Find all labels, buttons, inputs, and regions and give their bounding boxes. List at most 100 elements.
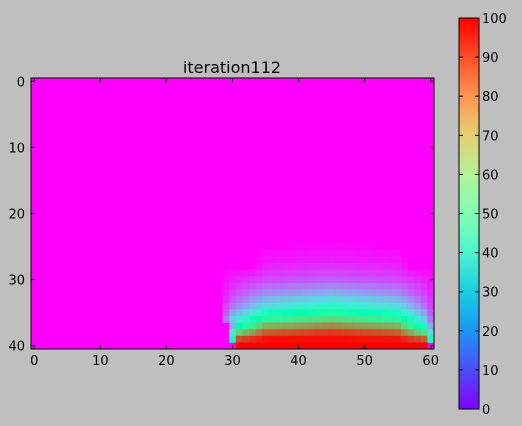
heatmap-cell bbox=[348, 342, 356, 350]
heatmap-cell bbox=[295, 243, 303, 251]
heatmap-cell bbox=[242, 269, 250, 277]
heatmap-cell bbox=[374, 289, 382, 297]
heatmap-cell bbox=[334, 269, 342, 277]
heatmap-cell bbox=[407, 302, 415, 310]
heatmap-cell bbox=[301, 269, 309, 277]
heatmap-cell bbox=[288, 269, 296, 277]
heatmap-cells bbox=[31, 78, 435, 350]
heatmap-cell bbox=[255, 315, 263, 323]
heatmap-cell bbox=[282, 302, 290, 310]
heatmap-cell bbox=[427, 329, 435, 337]
heatmap-cell bbox=[301, 289, 309, 297]
y-tick-label: 0 bbox=[17, 75, 25, 90]
heatmap-cell bbox=[381, 269, 389, 277]
heatmap-cell bbox=[361, 243, 369, 251]
heatmap-cell bbox=[282, 282, 290, 290]
heatmap-cell bbox=[255, 282, 263, 290]
heatmap-cell bbox=[328, 256, 336, 264]
heatmap-cell bbox=[315, 249, 323, 257]
heatmap-cell bbox=[407, 309, 415, 317]
heatmap-cell bbox=[288, 315, 296, 323]
heatmap-cell bbox=[235, 269, 243, 277]
heatmap-cell bbox=[249, 296, 257, 304]
heatmap-cell bbox=[282, 269, 290, 277]
heatmap-cell bbox=[414, 296, 422, 304]
heatmap-cell bbox=[381, 309, 389, 317]
heatmap-cell bbox=[315, 296, 323, 304]
heatmap-cell bbox=[288, 309, 296, 317]
x-tick-label: 0 bbox=[30, 354, 38, 369]
heatmap-cell bbox=[249, 342, 257, 350]
heatmap-cell bbox=[268, 296, 276, 304]
heatmap-cell bbox=[361, 302, 369, 310]
heatmap-cell bbox=[249, 335, 257, 343]
heatmap-cell bbox=[394, 249, 402, 257]
heatmap-cell bbox=[222, 282, 230, 290]
x-tick-label: 50 bbox=[356, 354, 373, 369]
heatmap-cell bbox=[361, 256, 369, 264]
heatmap-cell bbox=[427, 302, 435, 310]
heatmap-cell bbox=[394, 269, 402, 277]
heatmap-cell bbox=[321, 342, 329, 350]
heatmap-cell bbox=[361, 315, 369, 323]
heatmap-cell bbox=[334, 282, 342, 290]
heatmap-cell bbox=[321, 329, 329, 337]
heatmap-cell bbox=[341, 249, 349, 257]
heatmap-cell bbox=[400, 256, 408, 264]
heatmap-cell bbox=[275, 302, 283, 310]
heatmap-cell bbox=[354, 269, 362, 277]
heatmap-cell bbox=[315, 269, 323, 277]
heatmap-cell bbox=[354, 243, 362, 251]
heatmap-cell bbox=[288, 256, 296, 264]
heatmap-cell bbox=[282, 335, 290, 343]
heatmap-cell bbox=[420, 335, 428, 343]
heatmap-cell bbox=[301, 302, 309, 310]
heatmap-cell bbox=[387, 342, 395, 350]
heatmap-cell bbox=[427, 335, 435, 343]
heatmap-cell bbox=[341, 296, 349, 304]
heatmap-cell bbox=[262, 335, 270, 343]
heatmap-cell bbox=[328, 243, 336, 251]
heatmap-cell bbox=[315, 282, 323, 290]
heatmap-cell bbox=[321, 269, 329, 277]
heatmap-cell bbox=[420, 269, 428, 277]
heatmap-cell bbox=[262, 296, 270, 304]
heatmap-cell bbox=[328, 276, 336, 284]
heatmap-cell bbox=[354, 249, 362, 257]
heatmap-cell bbox=[249, 302, 257, 310]
heatmap-cell bbox=[341, 335, 349, 343]
heatmap-cell bbox=[381, 249, 389, 257]
heatmap-cell bbox=[387, 276, 395, 284]
heatmap-cell bbox=[249, 269, 257, 277]
heatmap-cell bbox=[301, 315, 309, 323]
heatmap-cell bbox=[367, 243, 375, 251]
heatmap-cell bbox=[354, 263, 362, 271]
x-axis: 0 10 20 30 40 50 60 bbox=[30, 78, 439, 369]
heatmap-cell bbox=[255, 309, 263, 317]
heatmap-cell bbox=[381, 322, 389, 330]
heatmap-cell bbox=[242, 296, 250, 304]
heatmap-cell bbox=[348, 329, 356, 337]
heatmap-cell bbox=[229, 315, 237, 323]
heatmap-cell bbox=[334, 243, 342, 251]
heatmap-cell bbox=[255, 276, 263, 284]
heatmap-cell bbox=[414, 322, 422, 330]
heatmap-cell bbox=[262, 276, 270, 284]
heatmap-cell bbox=[235, 335, 243, 343]
heatmap-cell bbox=[275, 309, 283, 317]
y-axis: 0 10 20 30 40 bbox=[8, 75, 434, 355]
heatmap-cell bbox=[334, 329, 342, 337]
heatmap-cell bbox=[367, 315, 375, 323]
heatmap-cell bbox=[282, 329, 290, 337]
heatmap-cell bbox=[328, 335, 336, 343]
heatmap-cell bbox=[308, 289, 316, 297]
heatmap-cell bbox=[262, 342, 270, 350]
heatmap-cell bbox=[275, 282, 283, 290]
heatmap-cell bbox=[268, 335, 276, 343]
heatmap-cell bbox=[229, 329, 237, 337]
heatmap-cell bbox=[275, 256, 283, 264]
heatmap-cell bbox=[400, 329, 408, 337]
heatmap-cell bbox=[288, 276, 296, 284]
heatmap-cell bbox=[308, 296, 316, 304]
heatmap-cell bbox=[229, 276, 237, 284]
